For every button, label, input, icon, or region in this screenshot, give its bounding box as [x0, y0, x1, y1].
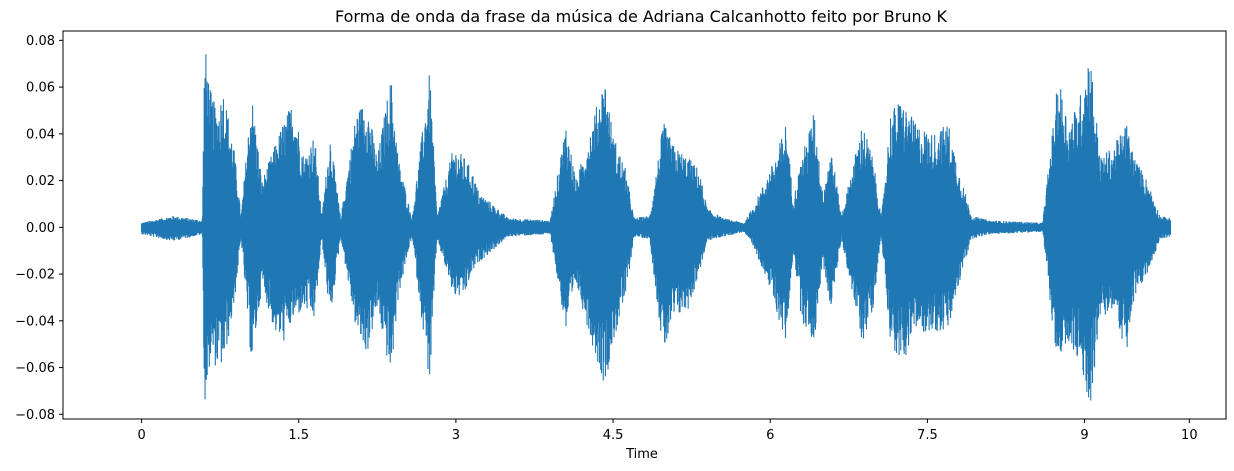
- x-tick-label: 0: [137, 428, 145, 443]
- y-tick-label: 0.00: [26, 221, 55, 236]
- x-tick-label: 6: [766, 428, 774, 443]
- x-tick-label: 10: [1181, 428, 1198, 443]
- x-tick-label: 1.5: [288, 428, 309, 443]
- waveform-path: [141, 54, 1172, 401]
- x-tick-label: 4.5: [603, 428, 624, 443]
- y-tick-label: 0.08: [26, 34, 55, 49]
- x-axis-label: Time: [625, 447, 658, 462]
- y-tick-label: 0.02: [26, 174, 55, 189]
- x-axis: 0 1.5 3 4.5 6 7.5 9 10: [137, 419, 1198, 443]
- x-tick-label: 3: [452, 428, 460, 443]
- y-tick-label: −0.06: [15, 361, 55, 376]
- plot-frame: [62, 30, 1227, 420]
- x-tick-label: 7.5: [917, 428, 938, 443]
- y-axis: −0.08 −0.06 −0.04 −0.02 0.00 0.02 0.04 0.06 0.08: [15, 34, 63, 423]
- x-tick-label: 9: [1080, 428, 1088, 443]
- y-tick-label: 0.04: [26, 127, 55, 142]
- y-tick-label: −0.08: [15, 408, 55, 423]
- chart-title: Forma de onda da frase da música de Adri…: [335, 7, 948, 26]
- y-tick-label: −0.02: [15, 268, 55, 283]
- y-tick-label: 0.06: [26, 81, 55, 96]
- waveform-series: [141, 54, 1172, 401]
- y-tick-label: −0.04: [15, 314, 55, 329]
